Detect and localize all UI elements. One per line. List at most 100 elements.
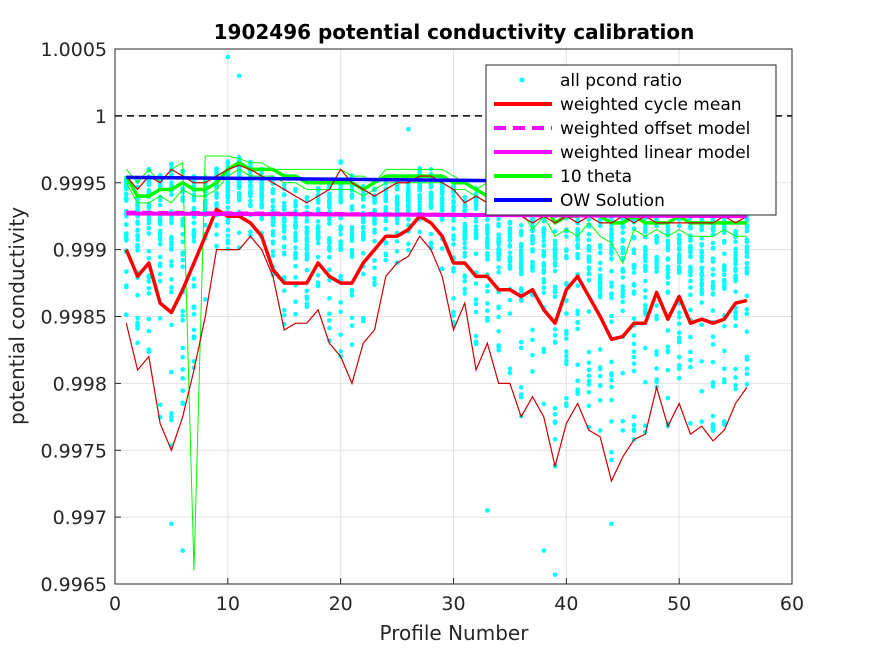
pcond-ratio-point: [665, 264, 671, 270]
pcond-ratio-point: [518, 253, 524, 259]
pcond-ratio-point: [349, 227, 355, 233]
pcond-ratio-point: [349, 287, 355, 293]
pcond-ratio-point: [169, 240, 174, 245]
pcond-ratio-point: [180, 548, 185, 553]
pcond-ratio-point: [676, 252, 682, 257]
pcond-ratio-point: [225, 159, 231, 164]
pcond-ratio-point: [462, 203, 468, 208]
theta-lower-line: [125, 168, 747, 265]
pcond-ratio-point: [722, 251, 727, 257]
pcond-ratio-point: [541, 548, 547, 553]
pcond-ratio-point: [123, 191, 129, 197]
pcond-ratio-point: [564, 361, 569, 367]
pcond-ratio-point: [349, 204, 355, 209]
pcond-ratio-point: [586, 378, 592, 384]
pcond-ratio-point: [688, 225, 693, 231]
pcond-ratio-point: [597, 223, 603, 229]
pcond-ratio-point: [135, 219, 140, 224]
pcond-ratio-point: [439, 246, 445, 251]
x-tick-label: 30: [441, 593, 465, 615]
pcond-ratio-point: [383, 204, 389, 210]
pcond-ratio-point: [688, 334, 693, 340]
pcond-ratio-point: [552, 284, 558, 290]
pcond-ratio-point: [225, 238, 231, 243]
pcond-ratio-point: [643, 254, 648, 260]
pcond-ratio-point: [688, 238, 693, 243]
pcond-ratio-point: [631, 422, 637, 428]
pcond-ratio-point: [338, 332, 343, 337]
pcond-ratio-point: [586, 231, 592, 237]
pcond-ratio-point: [564, 349, 569, 354]
pcond-ratio-point: [676, 259, 682, 265]
y-tick-label: 0.998: [53, 373, 107, 395]
pcond-ratio-point: [676, 366, 682, 371]
pcond-ratio-point: [518, 394, 524, 400]
pcond-ratio-point: [304, 304, 310, 310]
pcond-ratio-point: [688, 349, 693, 355]
pcond-ratio-point: [665, 226, 671, 231]
pcond-ratio-point: [541, 253, 547, 259]
pcond-ratio-point: [552, 436, 558, 442]
pcond-ratio-point: [609, 419, 614, 424]
pcond-ratio-point: [383, 191, 389, 197]
pcond-ratio-point: [146, 349, 152, 355]
pcond-ratio-point: [643, 379, 648, 385]
pcond-ratio-point: [665, 344, 671, 350]
pcond-ratio-point: [564, 234, 569, 239]
pcond-ratio-point: [564, 255, 569, 261]
pcond-ratio-point: [564, 311, 569, 316]
pcond-ratio-point: [180, 313, 185, 318]
pcond-ratio-point: [665, 241, 671, 247]
pcond-ratio-point: [744, 271, 750, 276]
pcond-ratio-point: [236, 197, 242, 203]
pcond-ratio-point: [643, 309, 648, 314]
pcond-ratio-point: [451, 313, 456, 318]
pcond-ratio-point: [564, 298, 569, 304]
pcond-ratio-point: [530, 352, 535, 358]
pcond-ratio-point: [541, 349, 547, 355]
pcond-ratio-point: [496, 347, 501, 353]
pcond-ratio-point: [146, 328, 152, 334]
pcond-ratio-point: [304, 219, 310, 224]
pcond-ratio-point: [281, 307, 287, 313]
pcond-ratio-point: [631, 427, 637, 432]
pcond-ratio-point: [123, 269, 129, 274]
pcond-ratio-point: [383, 198, 389, 204]
pcond-ratio-point: [394, 202, 400, 208]
pcond-ratio-point: [281, 275, 287, 280]
pcond-ratio-point: [699, 250, 705, 256]
pcond-ratio-point: [135, 243, 140, 248]
pcond-ratio-point: [394, 206, 400, 212]
pcond-ratio-point: [327, 217, 332, 223]
pcond-ratio-point: [248, 229, 253, 235]
pcond-ratio-point: [157, 241, 163, 247]
pcond-ratio-point: [665, 275, 671, 280]
pcond-ratio-point: [135, 315, 140, 321]
pcond-ratio-point: [462, 221, 468, 227]
pcond-ratio-point: [496, 314, 501, 320]
pcond-ratio-point: [281, 251, 287, 257]
pcond-ratio-point: [575, 283, 580, 288]
pcond-ratio-point: [281, 244, 287, 249]
pcond-ratio-point: [654, 366, 659, 371]
pcond-ratio-point: [360, 231, 366, 237]
pcond-ratio-point: [564, 395, 569, 401]
pcond-ratio-point: [699, 277, 705, 282]
pcond-ratio-point: [383, 252, 389, 258]
pcond-ratio-point: [349, 247, 355, 253]
pcond-ratio-point: [315, 219, 321, 224]
pcond-ratio-point: [473, 205, 479, 211]
pcond-ratio-point: [620, 230, 626, 236]
pcond-ratio-point: [710, 279, 716, 285]
pcond-ratio-point: [304, 267, 310, 273]
pcond-ratio-point: [236, 190, 242, 196]
pcond-ratio-point: [586, 277, 592, 283]
pcond-ratio-point: [699, 388, 705, 394]
pcond-ratio-point: [383, 218, 389, 224]
pcond-ratio-point: [643, 245, 648, 251]
x-tick-label: 0: [109, 593, 121, 615]
pcond-ratio-point: [146, 279, 152, 284]
pcond-ratio-point: [699, 254, 705, 259]
pcond-ratio-point: [293, 188, 298, 193]
pcond-ratio-point: [293, 230, 298, 236]
